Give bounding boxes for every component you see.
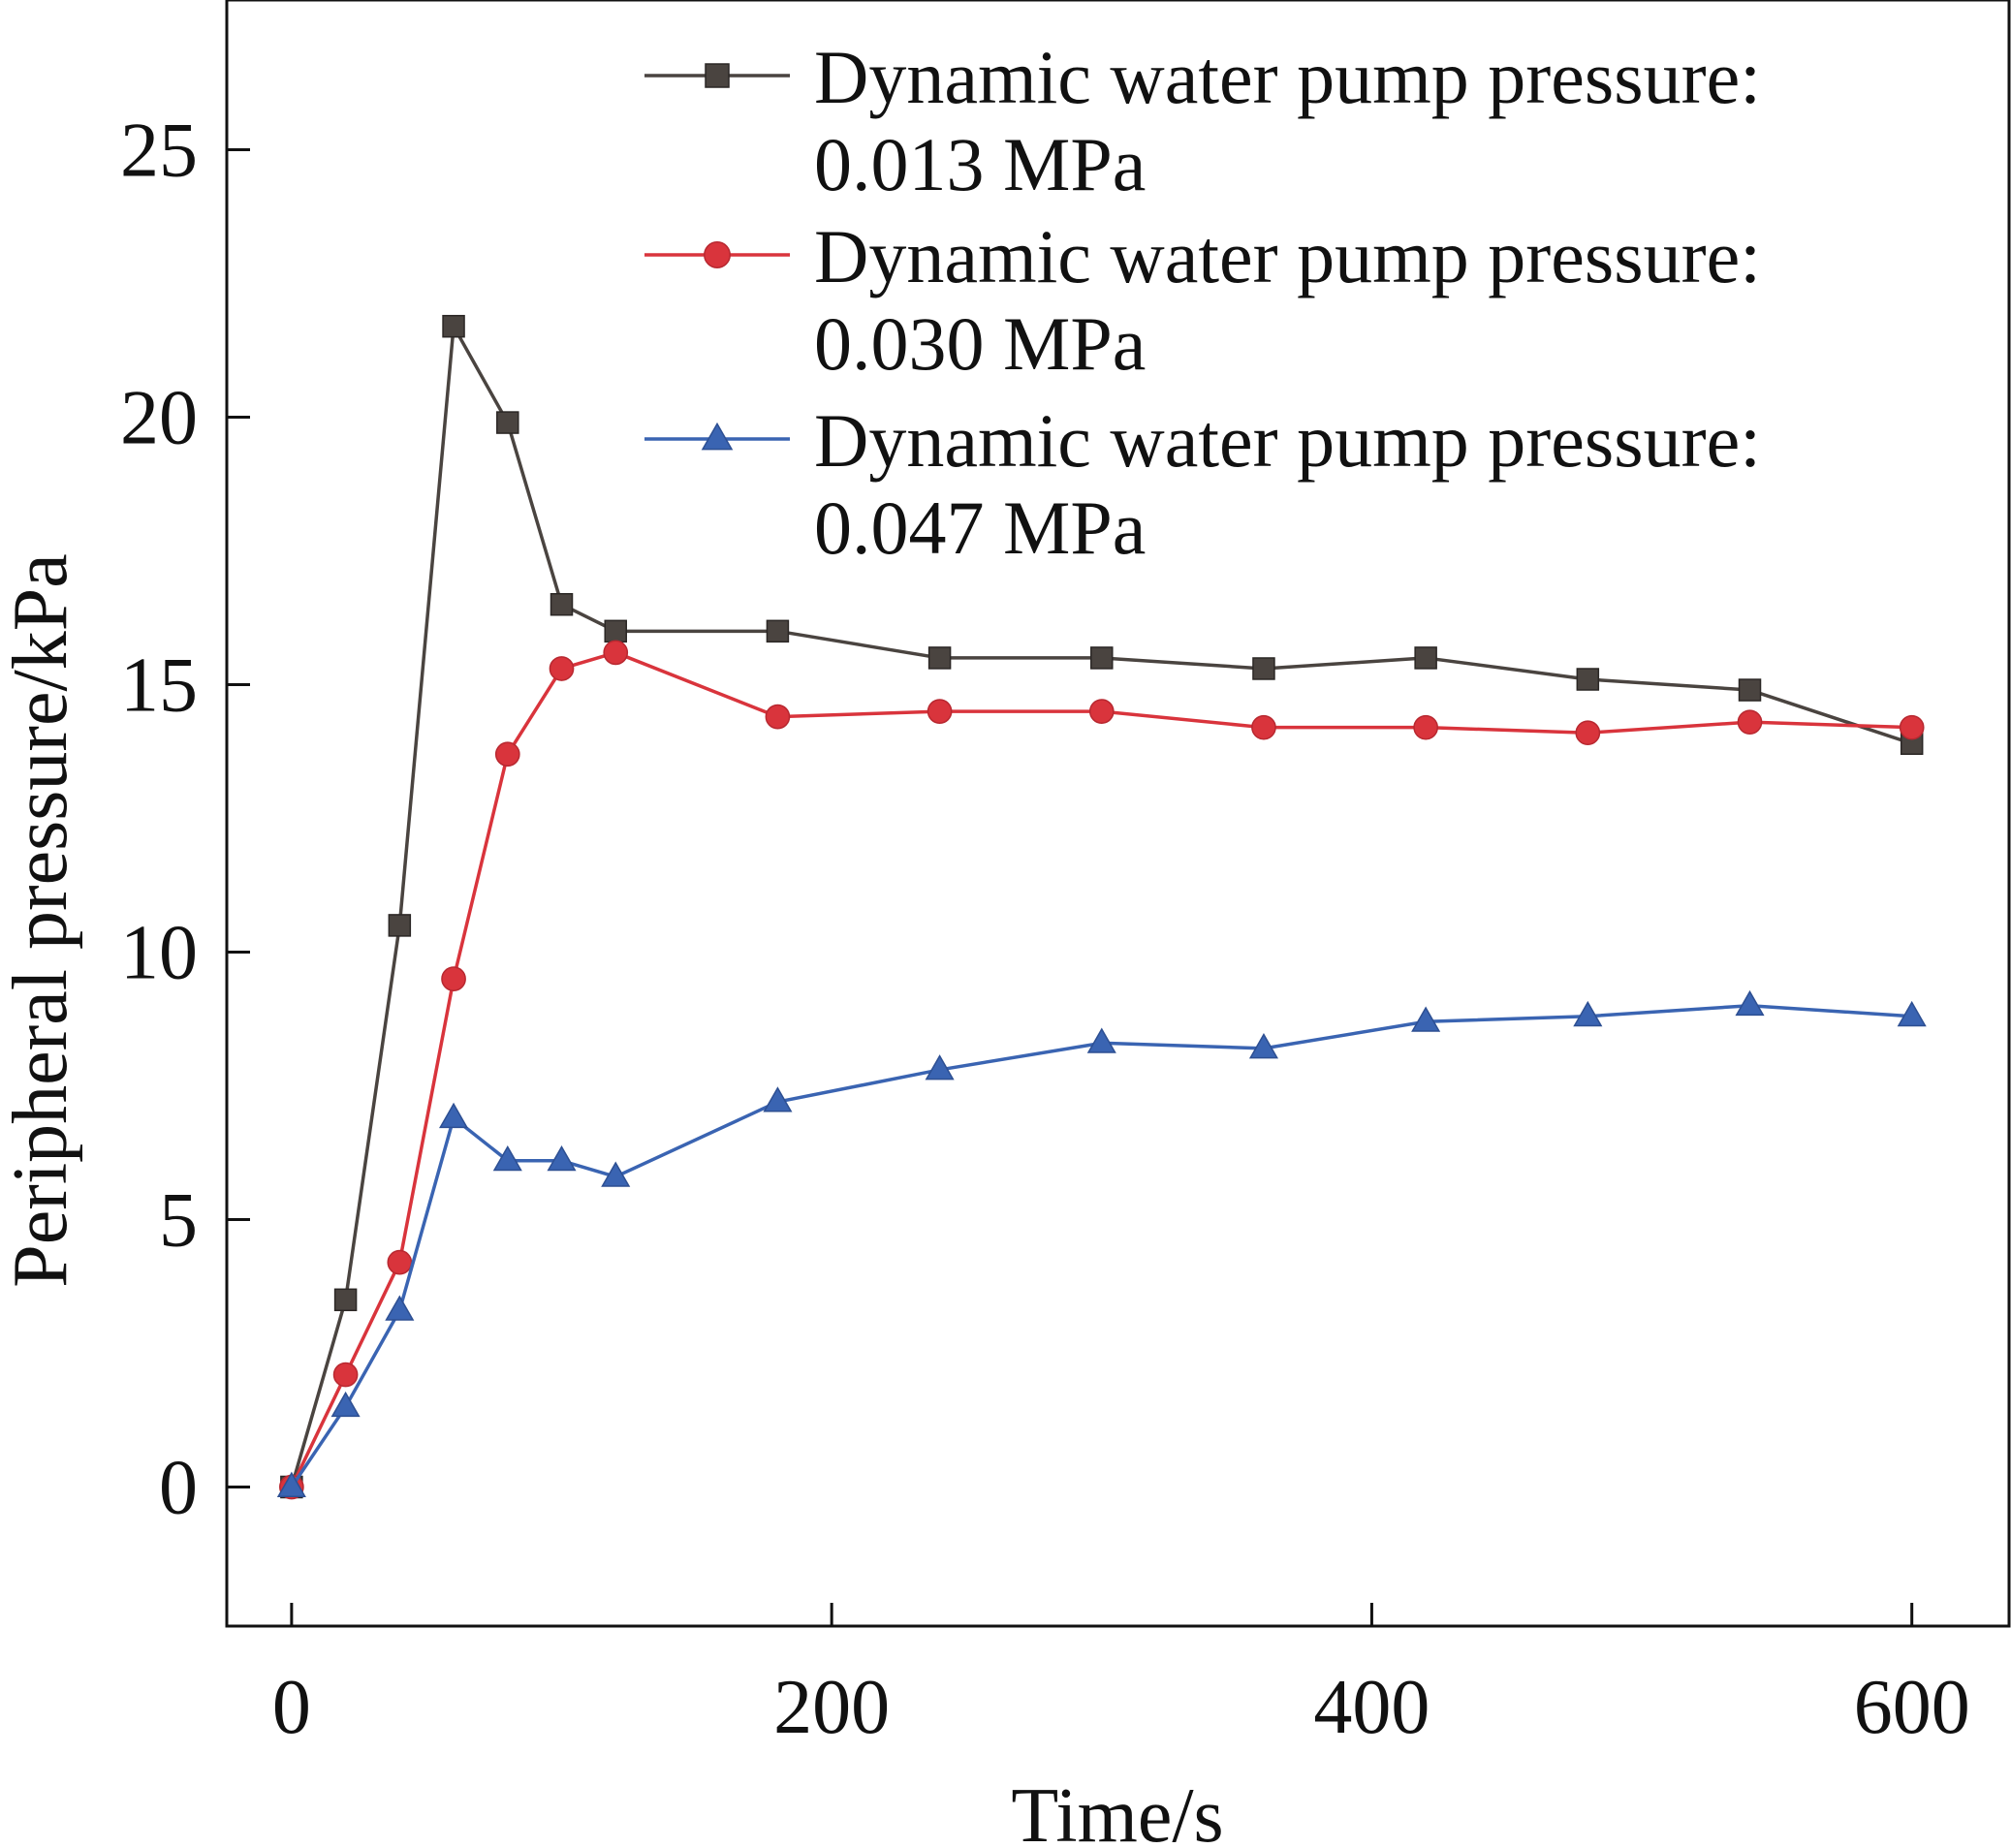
legend: Dynamic water pump pressure:0.013 MPaDyn…	[644, 35, 1761, 570]
data-point-circle	[441, 966, 466, 991]
legend-marker-square	[705, 63, 730, 88]
data-point-square	[1414, 646, 1437, 670]
y-axis-title: Peripheral pressure/kPa	[0, 553, 83, 1288]
data-point-circle	[927, 699, 953, 724]
data-point-triangle	[1573, 1000, 1603, 1027]
legend-label-line1: Dynamic water pump pressure:	[814, 35, 1761, 119]
data-point-square	[496, 411, 519, 434]
y-tick-label: 15	[120, 643, 198, 729]
data-point-circle	[387, 1249, 413, 1275]
series-line	[290, 1003, 1912, 1488]
data-point-triangle	[492, 1144, 522, 1172]
y-axis-ticks: 0 5 10 15 20 25	[120, 109, 250, 1530]
data-point-square	[766, 619, 790, 643]
x-tick-label: 600	[1854, 1665, 1970, 1750]
legend-label-line2: 0.030 MPa	[814, 301, 1146, 386]
data-point-triangle	[276, 1471, 306, 1497]
x-tick-label: 0	[272, 1665, 311, 1750]
data-point-circle	[1575, 720, 1601, 746]
data-point-circle	[1088, 699, 1115, 724]
data-point-circle	[603, 640, 629, 666]
data-point-triangle	[330, 1391, 361, 1418]
data-point-triangle	[1248, 1033, 1279, 1059]
legend-label-line2: 0.013 MPa	[814, 122, 1146, 206]
data-point-circle	[1899, 714, 1925, 740]
series-layer	[276, 314, 1927, 1500]
y-tick-label: 10	[120, 911, 198, 996]
data-point-triangle	[1735, 989, 1765, 1017]
data-point-triangle	[439, 1102, 469, 1129]
data-point-square	[442, 314, 465, 338]
data-point-square	[388, 914, 412, 937]
legend-entry: Dynamic water pump pressure:0.030 MPa	[644, 214, 1761, 386]
data-point-square	[333, 1288, 358, 1312]
x-tick-label: 200	[773, 1665, 890, 1750]
data-point-triangle	[601, 1161, 631, 1187]
x-axis-title: Time/s	[1011, 1773, 1223, 1848]
y-tick-label: 20	[120, 376, 198, 461]
legend-label-line1: Dynamic water pump pressure:	[814, 398, 1761, 483]
x-axis-ticks: 0 200 400 600	[272, 1603, 1970, 1750]
y-tick-label: 25	[120, 109, 198, 194]
legend-marker-circle	[704, 241, 731, 268]
data-point-circle	[494, 741, 520, 767]
data-point-circle	[765, 704, 791, 730]
y-tick-label: 5	[159, 1178, 198, 1264]
data-point-triangle	[763, 1086, 793, 1112]
data-point-circle	[1413, 714, 1438, 740]
series-2	[279, 640, 1925, 1500]
plot-frame	[225, 0, 2011, 1628]
legend-label-line1: Dynamic water pump pressure:	[814, 214, 1761, 298]
data-point-square	[604, 619, 627, 643]
legend-marker-triangle	[701, 422, 734, 451]
data-point-triangle	[925, 1054, 955, 1081]
data-point-square	[927, 646, 952, 670]
legend-label-line2: 0.047 MPa	[814, 485, 1146, 570]
data-point-triangle	[1411, 1006, 1441, 1032]
series-3	[276, 989, 1927, 1497]
data-point-triangle	[1086, 1027, 1116, 1053]
data-point-square	[1252, 657, 1275, 680]
data-point-square	[550, 592, 574, 616]
data-point-triangle	[385, 1295, 415, 1321]
x-tick-label: 400	[1313, 1665, 1430, 1750]
data-point-triangle	[1897, 1000, 1927, 1027]
legend-entry: Dynamic water pump pressure:0.047 MPa	[644, 398, 1761, 570]
data-point-circle	[332, 1362, 359, 1388]
data-point-square	[1738, 678, 1762, 702]
series-line	[290, 650, 1912, 1488]
data-point-square	[1090, 646, 1114, 670]
data-point-triangle	[547, 1144, 577, 1172]
data-point-circle	[549, 656, 575, 681]
legend-entry: Dynamic water pump pressure:0.013 MPa	[644, 35, 1761, 206]
data-point-circle	[1737, 709, 1763, 736]
data-point-circle	[1251, 714, 1276, 740]
y-tick-label: 0	[159, 1445, 198, 1530]
data-point-square	[1576, 668, 1600, 691]
